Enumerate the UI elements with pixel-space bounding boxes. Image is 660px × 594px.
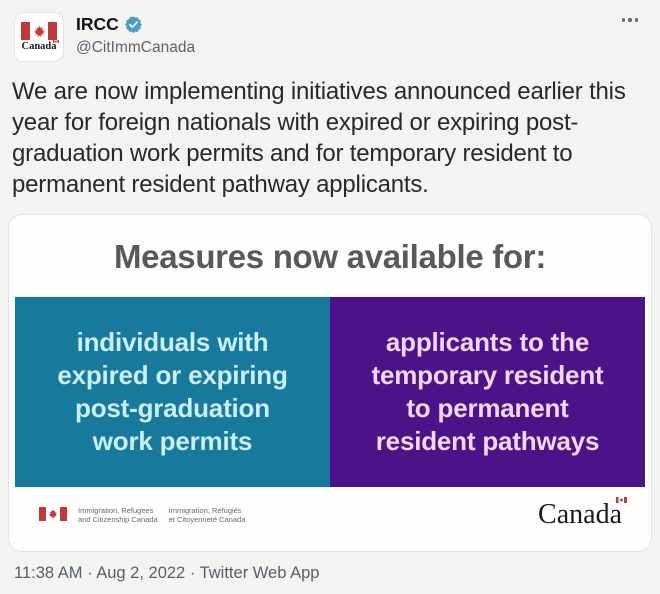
signature-english: Immigration, Refugees and Citizenship Ca…: [78, 505, 158, 525]
maple-leaf-icon: [48, 508, 58, 518]
flag-center: [46, 506, 60, 521]
name-block: IRCC @CitImmCanada: [76, 12, 195, 57]
ellipsis-icon: [634, 18, 638, 22]
tweet-text: We are now implementing initiatives anno…: [12, 78, 626, 198]
user-handle[interactable]: @CitImmCanada: [76, 39, 196, 56]
tweet-header: Canada IRCC @CitImmCanada: [0, 0, 660, 66]
flag-right-bar: [48, 22, 57, 40]
ellipsis-icon: [621, 18, 625, 22]
more-menu-button[interactable]: [618, 14, 643, 26]
graphic-heading-band: Measures now available for:: [9, 215, 651, 297]
tweet-timestamp[interactable]: 11:38 AM · Aug 2, 2022 · Twitter Web App: [14, 564, 320, 582]
display-name[interactable]: IRCC: [76, 14, 119, 34]
ellipsis-icon: [628, 18, 632, 22]
measure-box-trpr: applicants to the temporary resident to …: [330, 297, 645, 487]
name-row: IRCC: [76, 14, 195, 35]
canada-flag-icon: [616, 497, 627, 503]
canada-flag-icon: [21, 22, 57, 40]
avatar-wordmark: Canada: [21, 40, 59, 52]
graphic-heading: Measures now available for:: [113, 238, 547, 275]
flag-left-bar: [21, 22, 30, 40]
measure-box-pgwp-text: individuals with expired or expiring pos…: [57, 327, 288, 456]
tweet-media-card[interactable]: Measures now available for: individuals …: [8, 214, 652, 552]
flag-right-bar: [60, 506, 67, 521]
canada-flag-icon: [52, 40, 59, 43]
signature-french: Immigration, Réfugiés et Citoyenneté Can…: [168, 505, 246, 525]
measure-box-trpr-text: applicants to the temporary resident to …: [371, 327, 604, 456]
graphic-footer: Immigration, Refugees and Citizenship Ca…: [9, 487, 651, 551]
ircc-signature: Immigration, Refugees and Citizenship Ca…: [39, 506, 245, 525]
avatar-wordmark-text: Canada: [21, 41, 57, 52]
verified-badge-icon: [124, 16, 142, 34]
avatar[interactable]: Canada: [14, 12, 64, 62]
flag-left-bar: [39, 506, 46, 521]
canada-flag-icon: [39, 506, 67, 521]
canada-wordmark: Canada: [538, 497, 627, 531]
maple-leaf-icon: [33, 25, 45, 37]
measure-box-pgwp: individuals with expired or expiring pos…: [15, 297, 330, 487]
canada-wordmark-text: Canada: [538, 499, 622, 530]
graphic-boxes-row: individuals with expired or expiring pos…: [9, 297, 651, 487]
flag-center: [30, 22, 48, 40]
